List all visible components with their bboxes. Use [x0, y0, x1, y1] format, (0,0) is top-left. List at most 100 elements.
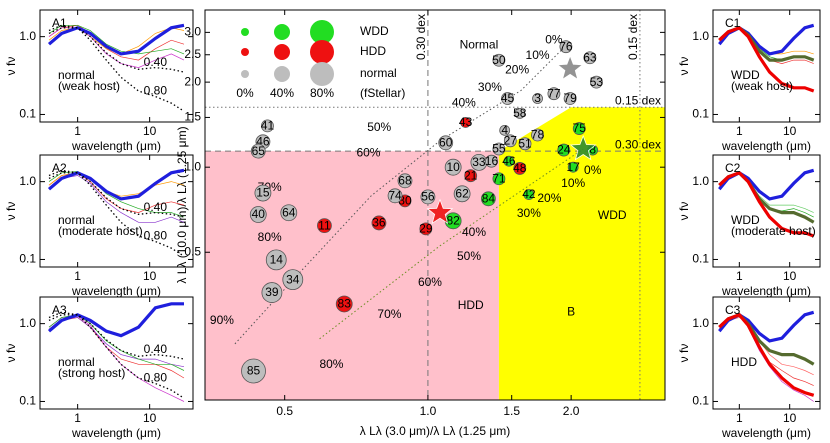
- point-label: 16: [485, 154, 499, 168]
- legend-swatch: [274, 66, 290, 82]
- sed-line: [718, 312, 815, 397]
- data-point: [282, 269, 304, 291]
- sed-line: [48, 169, 185, 257]
- sed-line: [47, 302, 184, 338]
- panel-subtitle: normal: [58, 355, 95, 369]
- point-label: 82: [446, 213, 460, 227]
- y-tick-label: 0.1: [19, 252, 36, 266]
- x-axis-label: wavelength (μm): [721, 284, 811, 298]
- legend-swatch: [241, 70, 249, 78]
- legend-size-label: 40%: [270, 86, 294, 100]
- data-point: [583, 51, 597, 65]
- point-label: 46: [502, 154, 516, 168]
- y-tick-label: 0.1: [19, 107, 36, 121]
- reference-label: 0.30 dex: [615, 137, 661, 151]
- legend-swatch: [241, 48, 249, 56]
- x-tick-label: 1: [736, 269, 743, 283]
- point-label: 14: [270, 253, 284, 267]
- point-label: 45: [501, 91, 515, 105]
- panel-subtitle: (weak host): [731, 79, 793, 93]
- data-point: [485, 154, 498, 168]
- track-label: 10%: [561, 176, 585, 190]
- track-label: 50%: [367, 120, 391, 134]
- x-tick-label: 1.5: [503, 404, 520, 418]
- model-track: [319, 148, 584, 340]
- point-label: 41: [261, 119, 275, 133]
- point-label: 17: [567, 160, 581, 174]
- track-label: 60%: [356, 145, 380, 159]
- x-axis-label: wavelength (μm): [71, 284, 161, 298]
- point-label: 60: [439, 135, 453, 149]
- x-axis-label: λ Lλ (3.0 μm)/λ Lλ (1.25 μm): [360, 424, 511, 438]
- y-axis-label: λ Lλ (10.0 μm)/λ Lλ (1.25 μm): [175, 126, 189, 283]
- sed-line: [718, 25, 815, 93]
- sed-line: [718, 170, 815, 238]
- point-label: 40: [252, 207, 266, 221]
- plot-frame: [712, 154, 821, 268]
- curve-label: 0.40: [144, 342, 168, 356]
- data-point: [503, 134, 517, 148]
- panel-subtitle: WDD: [731, 213, 760, 227]
- data-point: [387, 188, 403, 204]
- plot-frame: [204, 9, 666, 401]
- point-label: 85: [247, 364, 261, 378]
- data-point: [261, 282, 283, 303]
- plot-frame: [39, 9, 194, 123]
- y-tick-label: 0.1: [19, 394, 36, 408]
- y-tick-label: 1.0: [692, 174, 709, 188]
- x-axis-label: wavelength (μm): [71, 426, 161, 440]
- x-tick-label: 10: [143, 411, 157, 425]
- y-tick-label: 1.0: [19, 29, 36, 43]
- track-label: 50%: [457, 249, 481, 263]
- x-axis-label: wavelength (μm): [721, 426, 811, 440]
- x-tick-label: 10: [143, 124, 157, 138]
- track-label: 70%: [377, 307, 401, 321]
- panel-subtitle: HDD: [731, 355, 757, 369]
- y-axis-label: ν fν: [677, 57, 691, 76]
- data-point: [241, 358, 266, 384]
- track-label: 10%: [526, 48, 550, 62]
- point-label: 11: [318, 218, 331, 232]
- sed-line: [48, 172, 185, 218]
- x-tick-label: 2.0: [563, 404, 580, 418]
- y-axis-label: ν fν: [677, 344, 691, 363]
- y-tick-label: 1.0: [692, 316, 709, 330]
- x-tick-label: 10: [783, 269, 797, 283]
- point-label: 62: [455, 186, 469, 200]
- point-label: 3: [534, 91, 541, 105]
- point-label: 63: [583, 50, 597, 64]
- panel-subtitle: (strong host): [58, 366, 125, 380]
- data-point: [523, 189, 535, 200]
- y-tick-label: 0.1: [692, 252, 709, 266]
- x-tick-label: 1: [74, 269, 81, 283]
- legend-size-label: 80%: [310, 86, 334, 100]
- data-point: [557, 143, 571, 157]
- x-tick-label: 1: [736, 411, 743, 425]
- template-star: [569, 134, 597, 161]
- data-point: [589, 75, 603, 89]
- sed-line: [47, 168, 185, 201]
- data-point: [499, 124, 511, 136]
- sed-line: [47, 23, 185, 56]
- track-label: 40%: [462, 225, 486, 239]
- point-label: 53: [590, 75, 604, 89]
- track-label: 30%: [517, 206, 541, 220]
- track-label: 60%: [418, 275, 442, 289]
- y-tick-label: 1.0: [19, 316, 36, 330]
- data-point: [563, 92, 577, 105]
- point-label: 33: [472, 155, 486, 169]
- point-label: 48: [513, 161, 527, 175]
- sed-line: [48, 24, 185, 55]
- legend-swatch: [310, 40, 334, 64]
- panel-subtitle: (weak host): [58, 79, 120, 93]
- point-label: 76: [559, 39, 573, 53]
- model-track: [234, 46, 566, 345]
- point-label: 27: [504, 133, 518, 147]
- point-label: 56: [421, 190, 435, 204]
- data-point: [464, 169, 478, 183]
- point-label: 84: [482, 191, 496, 205]
- curve-label: 0.80: [144, 84, 168, 98]
- point-label: 64: [282, 205, 296, 219]
- data-point: [480, 191, 496, 207]
- data-point: [453, 185, 471, 203]
